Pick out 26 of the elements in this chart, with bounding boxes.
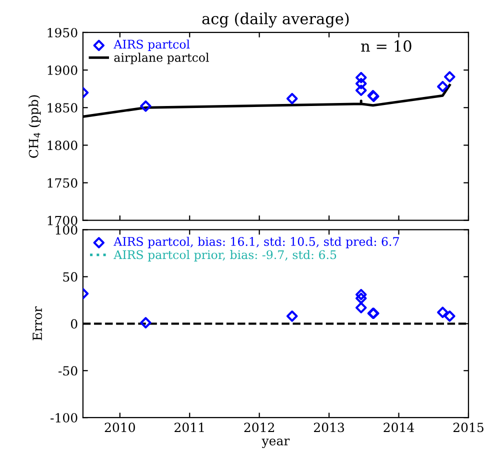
- chart-title: acg (daily average): [202, 12, 349, 28]
- x-tick-label: 2013: [314, 422, 344, 432]
- y-axis-title: CH$_{4}$ (ppb): [28, 95, 41, 158]
- y-tick-label: 100: [56, 225, 78, 235]
- y-axis-title: Error: [32, 306, 42, 340]
- y-tick-label: 1750: [48, 178, 78, 188]
- y-tick-label: -100: [50, 413, 78, 423]
- legend-label: AIRS partcol: [114, 40, 190, 51]
- x-tick-label: 2010: [104, 422, 135, 432]
- x-tick-label: 2015: [453, 422, 484, 432]
- x-tick-label: 2011: [174, 422, 204, 432]
- legend-label: airplane partcol: [114, 52, 209, 64]
- x-tick-label: 2012: [244, 422, 274, 432]
- y-tick-label: 1700: [48, 216, 78, 226]
- y-tick-label: 1950: [48, 28, 78, 38]
- y-tick-label: 50: [63, 272, 78, 282]
- annotation: n = 10: [361, 40, 412, 52]
- x-axis-title: year: [262, 438, 290, 448]
- legend-label: AIRS partcol prior, bias: -9.7, std: 6.5: [114, 250, 336, 262]
- y-tick-label: 1850: [48, 103, 78, 113]
- legend-label: AIRS partcol, bias: 16.1, std: 10.5, std pred: 6.7: [114, 236, 399, 248]
- x-tick-label: 2014: [384, 422, 414, 432]
- y-tick-label: -50: [58, 366, 78, 376]
- y-tick-label: 0: [70, 319, 78, 329]
- y-tick-label: 1800: [48, 140, 78, 150]
- y-tick-label: 1900: [48, 66, 78, 75]
